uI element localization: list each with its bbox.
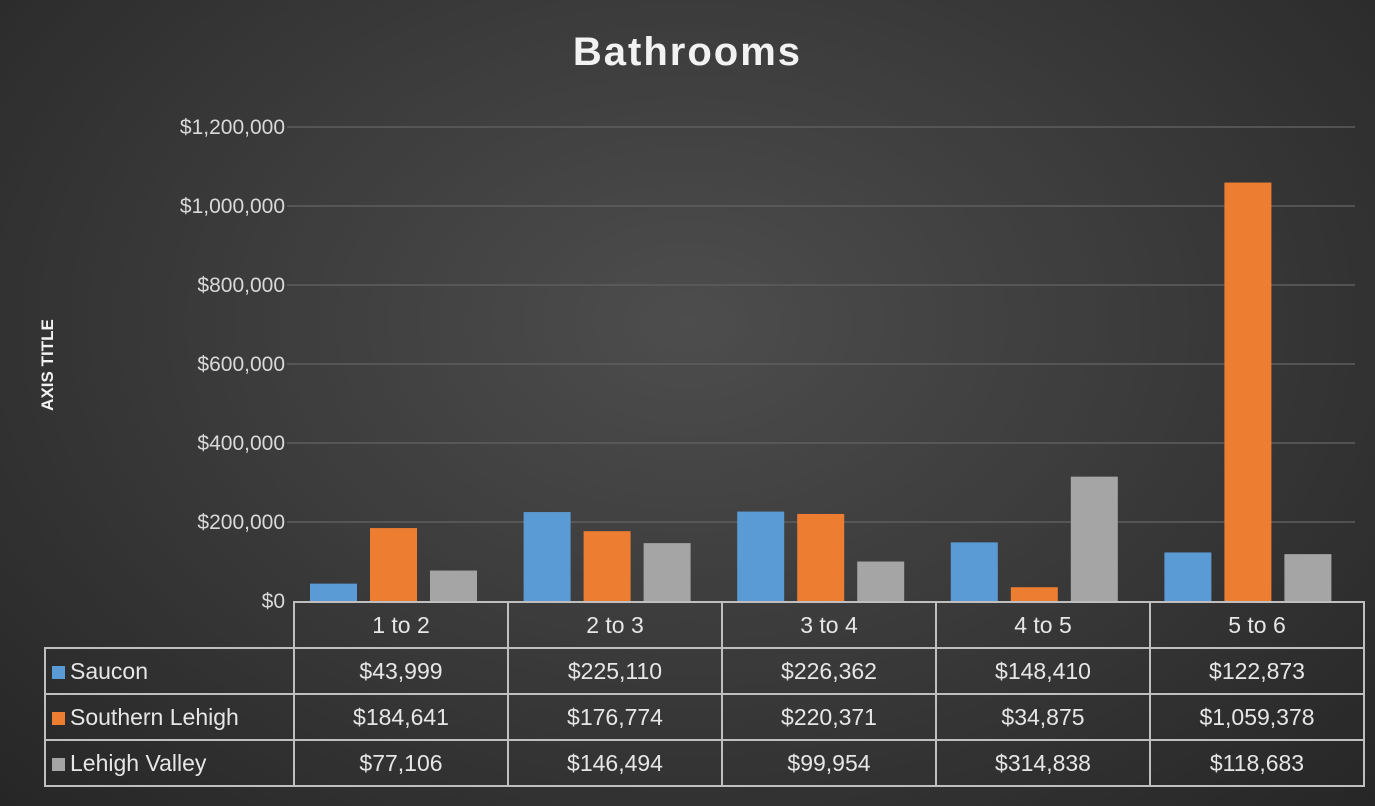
table-row: Lehigh Valley $77,106 $146,494 $99,954 $314,… — [44, 739, 1365, 787]
bar-saucon — [950, 542, 998, 601]
y-tick-label: $600,000 — [197, 353, 285, 376]
bar-saucon — [1164, 552, 1212, 601]
legend-entry: Saucon — [44, 647, 295, 695]
bar-southern-lehigh — [583, 531, 631, 601]
data-label: $122,873 — [1149, 647, 1365, 695]
bar-southern-lehigh — [1010, 587, 1058, 601]
bar-lehigh-valley — [857, 561, 905, 601]
legend-swatch-icon — [52, 757, 65, 771]
data-label: $176,774 — [507, 693, 723, 741]
table-row: Southern Lehigh $184,641 $176,774 $220,371 $… — [44, 693, 1365, 741]
bar-southern-lehigh — [1224, 182, 1272, 601]
data-label: $1,059,378 — [1149, 693, 1365, 741]
data-label: $148,410 — [935, 647, 1151, 695]
data-label: $146,494 — [507, 739, 723, 787]
series-name: Saucon — [70, 657, 149, 684]
data-label: $43,999 — [293, 647, 509, 695]
bar-saucon — [737, 511, 785, 601]
bar-southern-lehigh — [370, 528, 417, 601]
data-label: $99,954 — [721, 739, 937, 787]
table-row: Saucon $43,999 $225,110 $226,362 $148,410 $12… — [44, 647, 1365, 695]
x-tick-label: 3 to 4 — [721, 601, 937, 649]
series-name: Southern Lehigh — [70, 703, 239, 730]
data-label: $77,106 — [293, 739, 509, 787]
data-label: $220,371 — [721, 693, 937, 741]
y-tick-label: $200,000 — [197, 511, 285, 534]
bar-saucon — [523, 512, 571, 601]
bar-lehigh-valley — [1284, 554, 1332, 601]
bar-saucon — [310, 583, 357, 601]
x-tick-label: 1 to 2 — [293, 601, 509, 649]
y-tick-label: $800,000 — [197, 274, 285, 297]
chart-title: Bathrooms — [572, 30, 803, 74]
y-tick-label: $400,000 — [197, 432, 285, 455]
data-label: $184,641 — [293, 693, 509, 741]
x-tick-label: 4 to 5 — [935, 601, 1151, 649]
series-name: Lehigh Valley — [70, 749, 207, 776]
bar-lehigh-valley — [643, 543, 691, 601]
legend-swatch-icon — [52, 711, 65, 725]
table-corner — [45, 602, 295, 649]
y-tick-label: $1,000,000 — [180, 195, 285, 218]
x-tick-label: 5 to 6 — [1149, 601, 1365, 649]
legend-swatch-icon — [52, 665, 65, 679]
bar-southern-lehigh — [797, 513, 845, 601]
bar-lehigh-valley — [430, 570, 477, 601]
data-label: $314,838 — [935, 739, 1151, 787]
data-label: $34,875 — [935, 693, 1151, 741]
bar-lehigh-valley — [1070, 476, 1118, 601]
legend-entry: Southern Lehigh — [44, 693, 295, 741]
data-label: $226,362 — [721, 647, 937, 695]
y-tick-label: $1,200,000 — [180, 116, 285, 139]
data-label: $225,110 — [507, 647, 723, 695]
legend-entry: Lehigh Valley — [44, 739, 295, 787]
data-label: $118,683 — [1149, 739, 1365, 787]
x-tick-label: 2 to 3 — [507, 601, 723, 649]
